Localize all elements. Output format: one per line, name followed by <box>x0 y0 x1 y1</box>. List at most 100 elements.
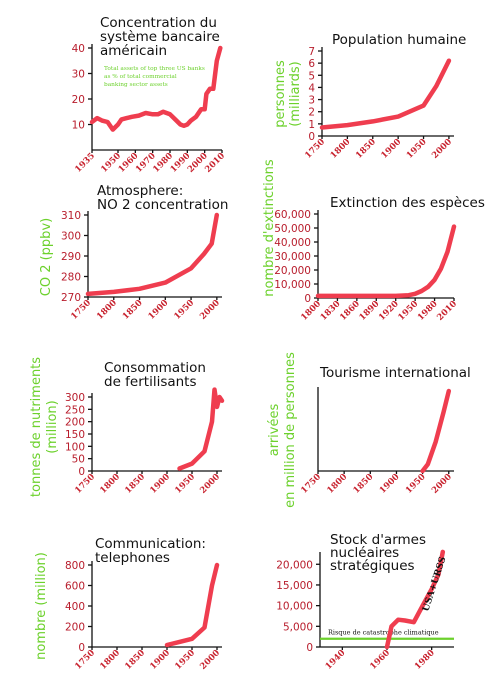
co2-chart: Atmosphere:NO 2 concentration CO 2 (ppbv)… <box>39 183 228 322</box>
fertilizer-y-tick-label: 50 <box>72 454 85 466</box>
co2-series-line <box>85 212 220 297</box>
banking-title-line: américain <box>100 43 167 59</box>
co2-title-line: Atmosphere: <box>97 183 183 199</box>
telephones-y-tick-label: 0 <box>78 642 85 654</box>
telephones-title-line: Communication: <box>95 536 206 552</box>
co2-x-tick-label: 1950 <box>172 298 196 322</box>
population-x-tick-label: 1800 <box>329 137 353 161</box>
tourism-x-tick-label: 1800 <box>325 472 349 496</box>
telephones-y-tick-label: 800 <box>65 560 85 572</box>
tourism-y-axis-label: arrivées <box>267 404 282 457</box>
tourism-x-tick-label: 1750 <box>299 472 323 496</box>
tourism-x-tick-label: 1850 <box>352 472 376 496</box>
tourism-x-tick-label: 2000 <box>430 472 454 496</box>
nuclear-series-label: USA+URSS <box>421 556 448 613</box>
nuclear-y-tick-label: 20,000 <box>276 559 313 571</box>
fertilizer-x-tick-label: 1900 <box>148 472 172 496</box>
extinction-chart: Extinction des espèces nombre d'extinctio… <box>262 159 485 323</box>
population-title-line: Population humaine <box>332 32 466 48</box>
telephones-x-tick-label: 1800 <box>98 648 122 672</box>
tourism-y-axis-label: en million de personnes <box>283 352 298 508</box>
banking-annotation-line: as % of total commercial <box>104 74 177 80</box>
extinction-x-tick-label: 1920 <box>377 299 401 323</box>
banking-title-line: Concentration du <box>100 15 217 31</box>
extinction-x-tick-label: 1860 <box>338 299 362 323</box>
population-x-tick-label: 1750 <box>303 137 327 161</box>
nuclear-series-line <box>384 549 446 650</box>
nuclear-title-line: nucléaires <box>330 545 399 561</box>
population-y-axis-label: personnes <box>273 60 288 128</box>
extinction-title-line: Extinction des espèces <box>330 195 485 211</box>
banking-x-tick-label: 2010 <box>203 151 227 175</box>
banking-y-tick-label: 40 <box>72 43 85 55</box>
co2-y-axis-label: CO 2 (ppbv) <box>39 218 54 296</box>
extinction-x-tick-label: 1830 <box>319 299 343 323</box>
extinction-y-tick-label: 60,000 <box>274 209 311 221</box>
extinction-x-tick-label: 1890 <box>358 299 382 323</box>
population-y-tick-label: 5 <box>308 70 315 82</box>
nuclear-x-tick-label: 1960 <box>368 648 392 672</box>
co2-y-tick-label: 300 <box>61 231 81 243</box>
banking-annotation-line: banking sector assets <box>104 82 168 88</box>
population-y-tick-label: 6 <box>308 58 315 70</box>
population-y-tick-label: 4 <box>308 82 315 94</box>
co2-x-tick-label: 1800 <box>95 298 119 322</box>
extinction-y-tick-label: 30,000 <box>274 251 311 263</box>
fertilizer-y-axis-label: tonnes de nutriments <box>29 357 44 497</box>
fertilizer-y-axis-label: (million) <box>45 400 60 453</box>
nuclear-x-tick-label: 1980 <box>413 648 437 672</box>
telephones-x-tick-label: 1750 <box>73 648 97 672</box>
population-y-tick-label: 2 <box>308 107 315 119</box>
extinction-y-tick-label: 50,000 <box>274 223 311 235</box>
fertilizer-y-tick-label: 300 <box>65 392 85 404</box>
tourism-series-line <box>420 388 452 474</box>
fertilizer-series-line <box>177 387 225 471</box>
nuclear-y-tick-label: 0 <box>306 642 313 654</box>
population-y-tick-label: 3 <box>308 95 315 107</box>
population-series-line <box>319 58 452 130</box>
extinction-y-tick-label: 10,000 <box>274 279 311 291</box>
population-x-tick-label: 2000 <box>430 137 454 161</box>
fertilizer-y-tick-label: 200 <box>65 417 85 429</box>
telephones-y-tick-label: 400 <box>65 601 85 613</box>
banking-y-tick-label: 10 <box>72 120 85 132</box>
co2-y-tick-label: 280 <box>61 272 81 284</box>
extinction-y-axis-label: nombre d'extinctions <box>262 159 277 297</box>
fertilizer-x-tick-label: 1950 <box>173 472 197 496</box>
telephones-y-tick-label: 200 <box>65 622 85 634</box>
extinction-x-tick-label: 1980 <box>416 299 440 323</box>
extinction-y-tick-label: 0 <box>304 293 311 305</box>
fertilizer-x-tick-label: 2000 <box>198 472 222 496</box>
nuclear-x-tick-label: 1940 <box>324 648 348 672</box>
extinction-x-tick-label: 1800 <box>299 299 323 323</box>
fertilizer-x-tick-label: 1750 <box>73 472 97 496</box>
banking-annotation-line: Total assets of top three US banks <box>104 66 205 72</box>
telephones-series-line <box>164 562 220 648</box>
telephones-x-tick-label: 1950 <box>173 648 197 672</box>
tourism-chart: Tourisme international arrivées en million… <box>267 352 471 508</box>
fertilizer-x-tick-label: 1850 <box>123 472 147 496</box>
nuclear-y-tick-label: 15,000 <box>276 580 313 592</box>
tourism-x-tick-label: 1950 <box>404 472 428 496</box>
telephones-x-tick-label: 1850 <box>123 648 147 672</box>
fertilizer-y-tick-label: 250 <box>65 404 85 416</box>
nuclear-y-tick-label: 10,000 <box>276 601 313 613</box>
co2-y-tick-label: 290 <box>61 251 81 263</box>
banking-x-tick-label: 1935 <box>73 151 97 175</box>
tourism-title-line: Tourisme international <box>319 365 471 381</box>
fertilizer-x-tick-label: 1800 <box>98 472 122 496</box>
fertilizer-y-tick-label: 0 <box>78 466 85 478</box>
telephones-chart: Communication:telephones nombre (million)… <box>34 536 222 672</box>
extinction-y-tick-label: 20,000 <box>274 265 311 277</box>
telephones-x-tick-label: 1900 <box>148 648 172 672</box>
nuclear-y-tick-label: 5,000 <box>283 621 313 633</box>
co2-y-tick-label: 310 <box>61 210 81 222</box>
population-x-tick-label: 1850 <box>354 137 378 161</box>
fertilizer-y-tick-label: 100 <box>65 441 85 453</box>
nuclear-title-line: Stock d'armes <box>330 532 426 548</box>
telephones-x-tick-label: 2000 <box>198 648 222 672</box>
